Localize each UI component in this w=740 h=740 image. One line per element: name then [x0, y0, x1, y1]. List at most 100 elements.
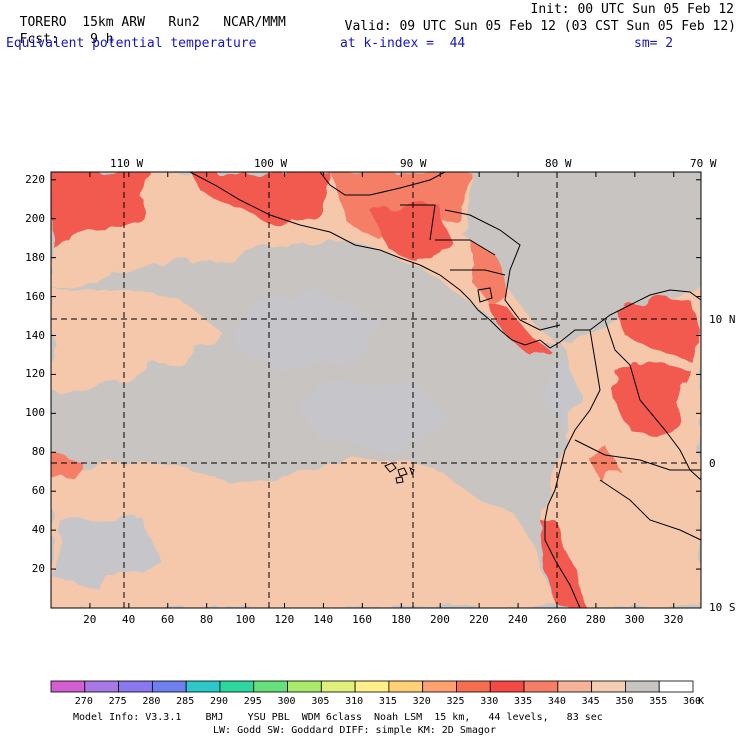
colorbar-label: 345	[581, 696, 600, 707]
x-tick-label: 80	[199, 613, 214, 626]
colorbar-swatch	[422, 680, 457, 693]
x-tick-label: 260	[546, 613, 567, 626]
colorbar-label: 315	[378, 696, 397, 707]
y-tick-label: 140	[25, 328, 45, 342]
field-name: Equivalent potential temperature	[6, 36, 257, 51]
hot-costa-rica-panama	[485, 300, 550, 355]
y-tick-label: 160	[25, 289, 45, 303]
lon-label-90w: 90 W	[400, 157, 427, 170]
colorbar-label: 290	[209, 696, 228, 707]
model-org: NCAR/MMM	[223, 15, 286, 30]
colorbar-swatch	[50, 680, 86, 693]
hot-peru-coast	[540, 520, 585, 608]
x-tick-label: 280	[585, 613, 606, 626]
border-guatemala	[400, 204, 436, 241]
hot-colombia-north	[615, 295, 701, 360]
y-tick-label: 100	[25, 406, 45, 420]
warm-land-south-america	[540, 280, 701, 608]
coastline-gulf	[319, 171, 446, 196]
x-tick-label: 320	[663, 613, 684, 626]
y-tick-label: 200	[25, 211, 45, 225]
colorbar-swatch	[523, 680, 559, 693]
colorbar-swatch	[456, 680, 491, 693]
valid-time: Valid: 09 UTC Sun 05 Feb 12 (03 CST Sun …	[344, 19, 736, 34]
y-tick-label: 20	[31, 562, 45, 576]
cool-ocean-patch-3	[55, 515, 160, 590]
warm-region-west	[51, 285, 220, 400]
colorbar-swatch	[557, 680, 593, 693]
colorbar-label: 285	[176, 696, 195, 707]
colorbar-swatch	[658, 680, 694, 693]
axis-ticks	[51, 172, 701, 608]
colorbar-swatch	[388, 680, 424, 693]
plot-frame	[50, 171, 702, 609]
border-andes-2	[574, 439, 701, 471]
hot-ecuador	[585, 450, 620, 480]
colorbar-swatch	[591, 680, 626, 693]
y-tick-label: 120	[25, 367, 45, 381]
colorbar-label: 320	[412, 696, 431, 707]
y-tick-label: 180	[25, 250, 45, 264]
colorbar-label: 275	[108, 696, 127, 707]
coastline-south-america-pacific	[544, 329, 601, 609]
lon-label-100w: 100 W	[254, 157, 288, 170]
colorbar-label: 340	[547, 696, 566, 707]
lon-label-80w: 80 W	[545, 157, 572, 170]
lat-lon-grid	[51, 172, 701, 608]
colorbar-label: 300	[277, 696, 296, 707]
x-tick-label: 140	[313, 613, 334, 626]
y-tick-label: 60	[31, 484, 45, 498]
hot-northwest	[51, 172, 150, 245]
y-tick-label: 40	[31, 523, 45, 537]
border-honduras	[435, 239, 496, 256]
hot-guatemala	[370, 205, 450, 265]
border-nicaragua	[450, 269, 506, 276]
y-tick-label: 220	[25, 172, 45, 186]
x-tick-label: 20	[83, 613, 97, 626]
x-tick-label: 220	[468, 613, 489, 626]
colorbar-swatch	[151, 680, 187, 693]
y-tick-label: 80	[31, 445, 45, 459]
x-tick-label: 40	[122, 613, 136, 626]
init-time: Init: 00 UTC Sun 05 Feb 12	[530, 2, 735, 17]
hot-colombia-central	[615, 360, 690, 440]
warm-region-south	[51, 455, 560, 608]
coastline-caribbean	[444, 209, 561, 331]
field-shading	[51, 172, 701, 608]
colorbar-label: 280	[142, 696, 161, 707]
coastline-south-america-north	[589, 289, 702, 331]
colorbar-label: 350	[615, 696, 634, 707]
colorbar-swatch	[625, 680, 660, 693]
colorbar-label: 360	[683, 696, 702, 707]
x-tick-label: 180	[391, 613, 411, 626]
hot-north-mexico	[190, 172, 330, 225]
x-tick-label: 160	[352, 613, 373, 626]
colorbar-swatch	[320, 680, 356, 693]
lat-label-10s: 10 S	[709, 601, 736, 614]
model-run: Run2	[168, 15, 200, 30]
level-label: at k-index = 44	[340, 36, 466, 51]
colorbar-label: 325	[446, 696, 465, 707]
colorbar-swatch	[489, 680, 525, 693]
colorbar-swatch	[253, 680, 288, 693]
model-info: Model Info: V3.3.1 BMJ YSU PBL WDM 6clas…	[73, 712, 603, 723]
colorbar-label: 295	[243, 696, 262, 707]
warm-southwest-edge	[51, 455, 80, 480]
colorbar-label: 355	[649, 696, 668, 707]
hot-nicaragua	[470, 240, 510, 305]
x-tick-label: 200	[430, 613, 450, 626]
x-tick-label: 100	[235, 613, 256, 626]
model-name: TORERO	[19, 15, 67, 30]
colorbar-swatch	[185, 680, 221, 693]
border-andes-1	[604, 319, 702, 481]
smoothing-label: sm= 2	[634, 36, 674, 51]
forecast-label: Fcst:	[19, 32, 59, 47]
model-physics: LW: Godd SW: Goddard DIFF: simple KM: 2D…	[213, 725, 496, 736]
lon-label-110w: 110 W	[110, 157, 144, 170]
x-tick-label: 300	[624, 613, 645, 626]
galapagos-islands	[384, 462, 415, 484]
x-tick-label: 240	[507, 613, 528, 626]
colorbar-label: 310	[345, 696, 364, 707]
colorbar-label: 270	[74, 696, 93, 707]
colorbar-swatch	[354, 680, 390, 693]
